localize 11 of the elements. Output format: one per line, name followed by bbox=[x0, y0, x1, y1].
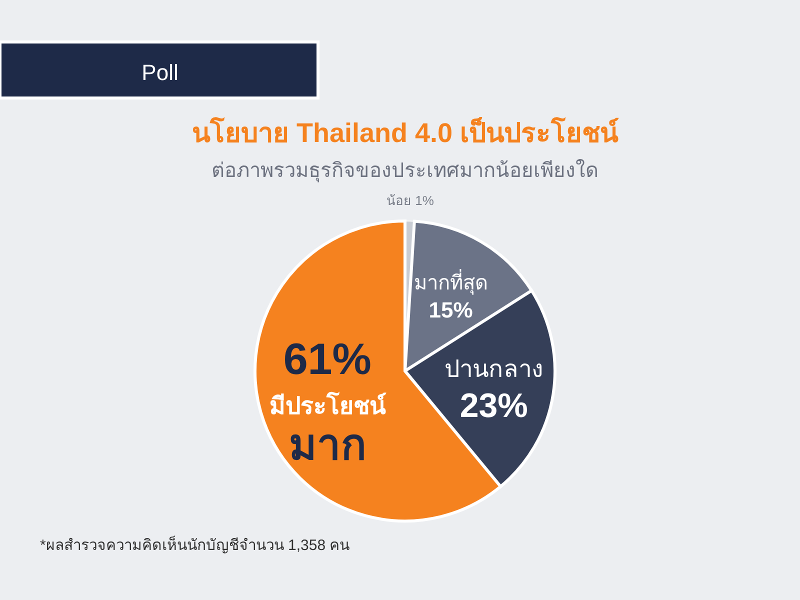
slice-label: ปานกลาง bbox=[444, 356, 544, 384]
chart-subtitle: ต่อภาพรวมธุรกิจของประเทศมากน้อยเพียงใด bbox=[212, 159, 598, 183]
data-label: 23% bbox=[460, 387, 528, 426]
text: Poll bbox=[142, 60, 178, 85]
text: *ผลสำรวจความคิดเห็นนักบัญชีจำนวน 1,358 คน bbox=[40, 535, 350, 554]
slice-label: มากที่สุด bbox=[414, 268, 488, 296]
slice-label: น้อย 1% bbox=[386, 193, 434, 208]
data-label: 15% bbox=[428, 298, 473, 323]
slice-label: มีประโยชน์มาก bbox=[269, 390, 386, 468]
data-label: 61% bbox=[283, 334, 372, 384]
chart-title: นโยบาย Thailand 4.0 เป็นประโยชน์ bbox=[192, 115, 620, 148]
